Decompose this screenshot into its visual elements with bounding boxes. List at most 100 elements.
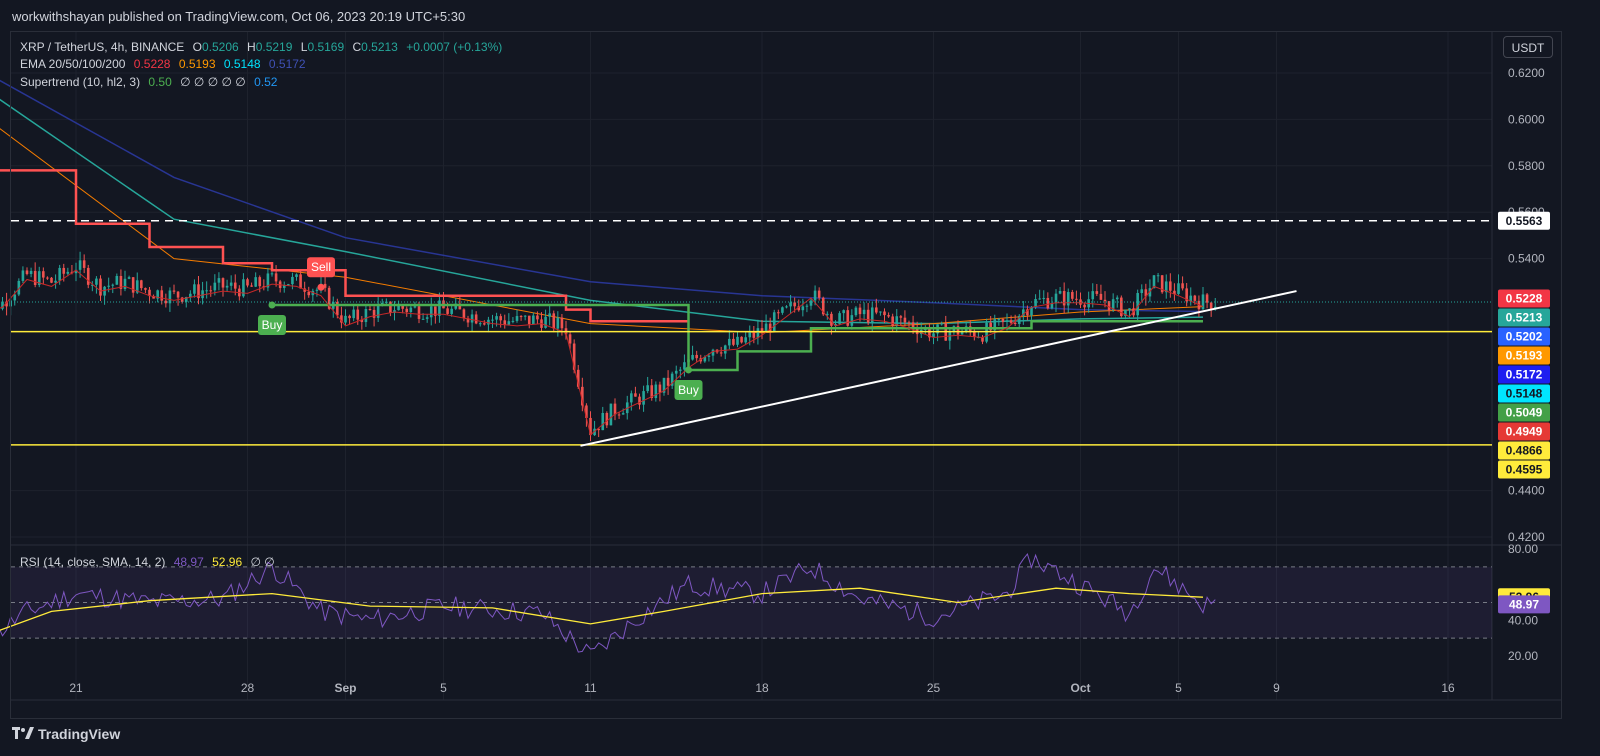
candle-body-280: [1120, 297, 1123, 317]
candle-body-124: [483, 323, 486, 325]
candle-body-44: [156, 290, 159, 299]
candle-body-41: [144, 288, 147, 290]
candle-body-140: [548, 313, 551, 317]
price-label-bg-3: [1498, 327, 1550, 346]
candle-body-248: [989, 322, 992, 331]
candle-body-205: [813, 290, 817, 301]
candle-body-188: [744, 337, 747, 343]
rsi-tick-label-1: 40.00: [1508, 613, 1538, 627]
candle-body-227: [903, 317, 907, 323]
candle-body-30: [99, 278, 102, 296]
candle-body-19: [54, 280, 57, 283]
candle-body-95: [364, 308, 368, 323]
price-label-bg-7: [1498, 403, 1550, 422]
candle-body-122: [474, 314, 478, 324]
candle-body-25: [78, 260, 82, 270]
candle-body-69: [258, 277, 262, 287]
candle-body-213: [846, 310, 850, 326]
candle-body-54: [197, 284, 200, 299]
candle-body-42: [148, 289, 151, 297]
candle-body-109: [421, 318, 425, 320]
ema-legend: EMA 20/50/100/200 0.5228 0.5193 0.5148 0…: [20, 57, 311, 71]
currency-button[interactable]: USDT: [1503, 36, 1553, 58]
candle-body-118: [458, 303, 462, 310]
candle-body-129: [503, 320, 507, 325]
candle-body-73: [274, 273, 278, 282]
candle-body-201: [797, 306, 801, 311]
candle-body-85: [323, 283, 327, 288]
rsi-label-bg-1: [1498, 595, 1550, 614]
rsi-label[interactable]: RSI (14, close, SMA, 14, 2): [20, 555, 166, 569]
symbol-name[interactable]: XRP / TetherUS, 4h, BINANCE: [20, 40, 185, 54]
candle-body-121: [470, 314, 474, 323]
candle-body-244: [973, 330, 976, 337]
publisher-text: workwithshayan published on TradingView.…: [12, 9, 466, 24]
candle-body-225: [895, 316, 899, 326]
candle-body-152: [597, 428, 600, 431]
candle-body-80: [303, 288, 306, 292]
candle-body-292: [1169, 281, 1172, 291]
candle-body-83: [315, 289, 319, 291]
candle-body-223: [887, 315, 890, 317]
price-label-10: 0.4595: [1506, 463, 1543, 477]
supertrend-label[interactable]: Supertrend (10, hl2, 3): [20, 75, 141, 89]
candle-body-22: [66, 271, 70, 274]
candle-body-161: [634, 393, 637, 397]
time-tick-label-6: 25: [927, 681, 941, 695]
change-value: +0.0007 (+0.13%): [406, 40, 503, 54]
candle-body-13: [29, 270, 33, 274]
candle-body-166: [654, 384, 658, 399]
candle-body-106: [409, 307, 413, 313]
candle-body-131: [511, 320, 515, 322]
tradingview-brand[interactable]: TradingView: [12, 726, 120, 742]
ema-label[interactable]: EMA 20/50/100/200: [20, 57, 126, 71]
candle-body-66: [246, 279, 249, 286]
candle-body-101: [389, 301, 392, 313]
candle-body-234: [932, 333, 935, 338]
candle-body-60: [221, 278, 225, 288]
candle-body-136: [532, 315, 535, 325]
candle-body-208: [826, 313, 829, 315]
candle-body-216: [858, 307, 862, 315]
candle-body-103: [397, 305, 400, 311]
candle-body-262: [1046, 297, 1050, 309]
time-tick-label-0: 21: [69, 681, 83, 695]
candle-body-162: [638, 396, 641, 405]
ema100-value: 0.5148: [223, 57, 261, 71]
candle-body-206: [817, 290, 821, 298]
candle-body-178: [703, 356, 707, 362]
ema50-line: [0, 128, 1204, 334]
candle-body-145: [568, 334, 572, 344]
candle-body-240: [956, 326, 960, 335]
candle-body-196: [777, 312, 780, 314]
ema200-value: 0.5172: [268, 57, 306, 71]
candle-body-55: [201, 290, 204, 299]
candle-body-278: [1111, 299, 1115, 311]
candle-body-39: [135, 280, 139, 293]
candle-body-76: [287, 284, 290, 286]
candle-body-34: [115, 275, 119, 285]
time-tick-label-1: 28: [241, 681, 255, 695]
candle-body-195: [772, 312, 776, 332]
candle-body-175: [691, 354, 694, 360]
candle-body-35: [119, 275, 123, 289]
candle-body-135: [527, 315, 531, 325]
candle-body-58: [213, 282, 217, 291]
time-tick-label-2: Sep: [334, 681, 356, 695]
candle-body-112: [434, 306, 437, 316]
candle-body-141: [552, 313, 556, 329]
trendline: [580, 290, 1297, 447]
symbol-legend: XRP / TetherUS, 4h, BINANCE O0.5206 H0.5…: [20, 40, 507, 54]
candle-body-75: [282, 285, 286, 288]
candle-body-261: [1042, 297, 1046, 299]
candle-body-32: [107, 285, 110, 287]
candle-body-52: [189, 293, 192, 298]
candle-body-241: [960, 331, 964, 335]
price-label-5: 0.5172: [1506, 368, 1543, 382]
price-tick-label-0: 0.6200: [1508, 66, 1545, 80]
candle-body-143: [560, 317, 564, 329]
candle-body-47: [168, 290, 172, 304]
candle-body-217: [862, 309, 866, 315]
candle-body-171: [674, 370, 678, 374]
